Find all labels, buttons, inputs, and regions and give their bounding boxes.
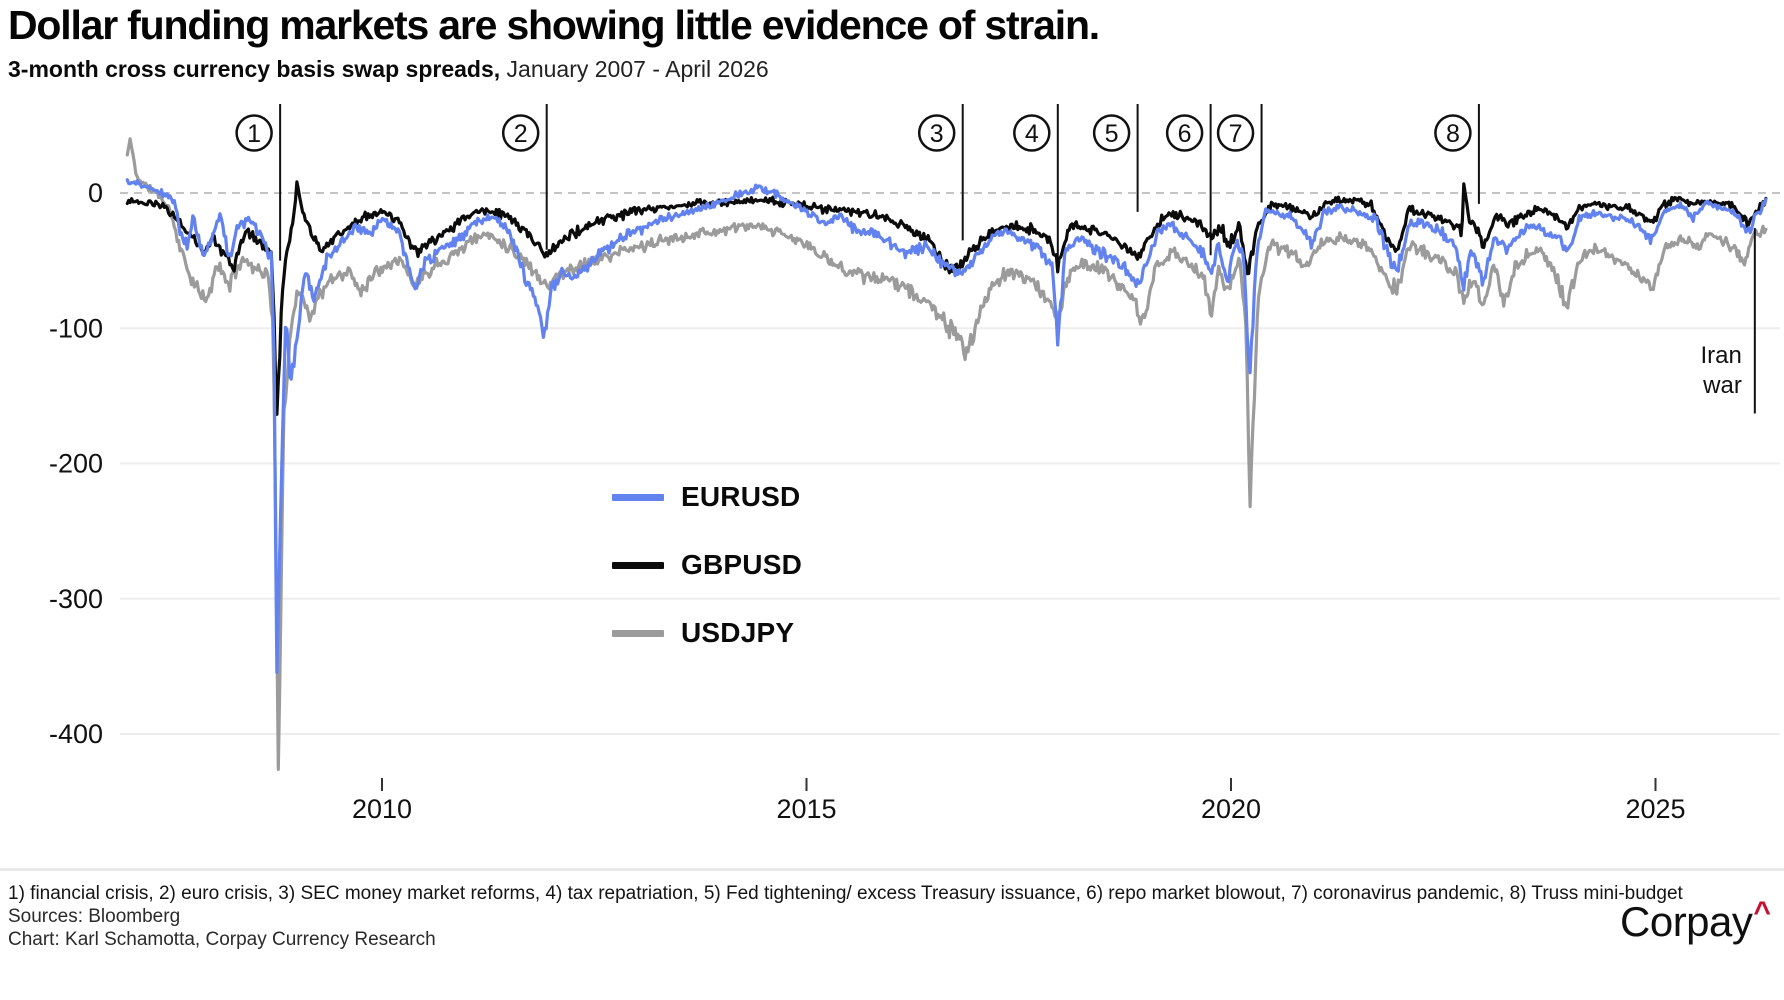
x-tick-label: 2020: [1201, 794, 1261, 824]
iran-war-label: war: [1702, 372, 1742, 399]
gbpusd-line-swatch: [612, 561, 664, 569]
y-tick-label: -100: [49, 313, 103, 343]
legend-item-usdjpy: USDJPY: [612, 615, 802, 651]
series-line-eurusd: [125, 178, 1768, 674]
usdjpy-line-swatch: [612, 629, 664, 637]
event-footnotes: 1) financial crisis, 2) euro crisis, 3) …: [8, 883, 1683, 904]
legend-label: USDJPY: [681, 617, 795, 648]
legend-label: GBPUSD: [681, 549, 802, 580]
series-line-usdjpy: [125, 137, 1768, 771]
event-number-6: 6: [1178, 120, 1192, 148]
event-circle-8: [1434, 114, 1472, 152]
x-tick-label: 2015: [776, 794, 836, 824]
event-circle-6: [1165, 114, 1204, 152]
event-number-4: 4: [1025, 120, 1039, 148]
event-circle-2: [501, 114, 540, 152]
x-tick-label: 2010: [352, 794, 412, 824]
event-number-1: 1: [247, 120, 261, 148]
event-number-8: 8: [1446, 120, 1460, 148]
event-circle-3: [917, 114, 956, 152]
y-tick-label: 0: [88, 178, 103, 208]
chart-subtitle: 3-month cross currency basis swap spread…: [8, 56, 769, 83]
legend-item-eurusd: EURUSD: [612, 479, 802, 515]
y-tick-label: -200: [49, 449, 103, 479]
footer-divider: [0, 868, 1784, 871]
event-number-3: 3: [930, 120, 944, 148]
event-circle-7: [1216, 114, 1255, 152]
event-number-5: 5: [1105, 120, 1119, 148]
logo-wordmark: Corpay: [1620, 898, 1753, 945]
subtitle-date-range: January 2007 - April 2026: [500, 56, 769, 82]
event-circle-1: [235, 114, 273, 152]
logo-caret-icon: ^: [1753, 896, 1771, 929]
credit-line: Chart: Karl Schamotta, Corpay Currency R…: [8, 929, 436, 950]
iran-war-label: Iran: [1700, 342, 1741, 369]
legend-item-gbpusd: GBPUSD: [612, 547, 802, 583]
subtitle-measure: 3-month cross currency basis swap spread…: [8, 56, 501, 82]
series-line-gbpusd: [125, 180, 1768, 416]
legend-label: EURUSD: [681, 481, 801, 512]
x-tick-label: 2025: [1625, 794, 1685, 824]
page-title: Dollar funding markets are showing littl…: [8, 2, 1100, 48]
event-number-7: 7: [1229, 120, 1243, 148]
y-tick-label: -400: [49, 719, 103, 749]
event-circle-5: [1092, 114, 1131, 152]
legend: EURUSD GBPUSD USDJPY: [612, 479, 802, 683]
event-circle-4: [1013, 114, 1051, 152]
eurusd-line-swatch: [612, 493, 664, 501]
corpay-logo: Corpay^: [1620, 896, 1771, 946]
event-number-2: 2: [514, 120, 528, 148]
y-tick-label: -300: [49, 584, 103, 614]
sources-line: Sources: Bloomberg: [8, 906, 181, 927]
